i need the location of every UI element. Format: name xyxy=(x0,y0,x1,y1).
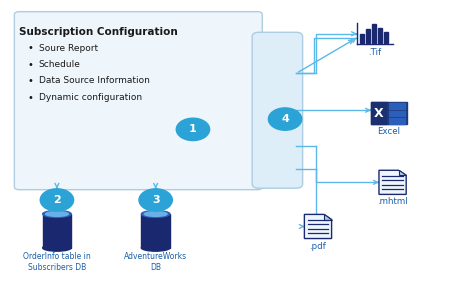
Text: •: • xyxy=(28,93,33,103)
Text: Schedule: Schedule xyxy=(38,60,80,69)
Text: 3: 3 xyxy=(152,195,160,205)
Bar xyxy=(371,102,387,124)
Circle shape xyxy=(268,108,302,130)
Text: Subscription Configuration: Subscription Configuration xyxy=(19,27,178,37)
Text: .pdf: .pdf xyxy=(309,242,327,251)
Bar xyxy=(383,32,388,43)
Text: AdventureWorks
DB: AdventureWorks DB xyxy=(124,252,187,272)
FancyBboxPatch shape xyxy=(252,32,303,188)
Bar xyxy=(371,102,407,124)
Text: 1: 1 xyxy=(189,124,197,134)
Ellipse shape xyxy=(141,244,170,251)
Circle shape xyxy=(40,189,74,211)
FancyBboxPatch shape xyxy=(14,12,262,190)
Text: 4: 4 xyxy=(281,114,289,124)
Bar xyxy=(388,103,405,109)
Text: Soure Report: Soure Report xyxy=(38,44,97,53)
Bar xyxy=(366,29,370,43)
Polygon shape xyxy=(324,214,331,219)
Bar xyxy=(141,214,170,248)
Bar xyxy=(372,24,376,43)
Polygon shape xyxy=(304,214,331,238)
Ellipse shape xyxy=(46,211,69,216)
Text: Data Source Information: Data Source Information xyxy=(38,76,149,85)
Text: .Tif: .Tif xyxy=(368,48,382,57)
Text: •: • xyxy=(28,60,33,70)
Bar xyxy=(388,117,405,124)
Ellipse shape xyxy=(43,244,71,251)
Bar xyxy=(377,28,382,43)
Text: Excel: Excel xyxy=(377,127,400,136)
Circle shape xyxy=(176,118,210,140)
Text: .mhtml: .mhtml xyxy=(377,197,408,206)
Polygon shape xyxy=(379,170,406,195)
Ellipse shape xyxy=(141,211,170,217)
Text: X: X xyxy=(374,107,384,120)
Bar xyxy=(388,110,405,116)
Ellipse shape xyxy=(43,211,71,217)
Text: •: • xyxy=(28,43,33,53)
Ellipse shape xyxy=(144,211,167,216)
Text: Dynamic configuration: Dynamic configuration xyxy=(38,93,142,102)
Polygon shape xyxy=(399,170,406,176)
Circle shape xyxy=(139,189,172,211)
Text: OrderInfo table in
Subscribers DB: OrderInfo table in Subscribers DB xyxy=(23,252,91,272)
Bar xyxy=(360,34,364,43)
Text: 2: 2 xyxy=(53,195,61,205)
Bar xyxy=(43,214,71,248)
Text: •: • xyxy=(28,76,33,86)
